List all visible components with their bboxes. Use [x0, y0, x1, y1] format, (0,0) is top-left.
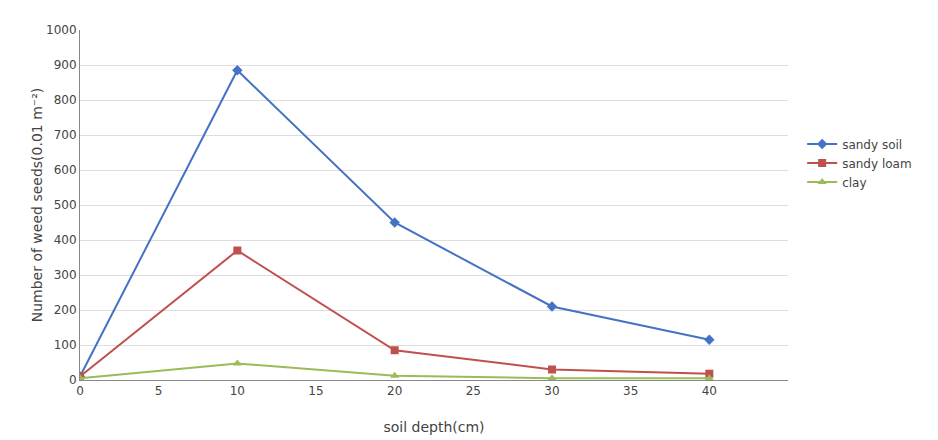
svg-text:clay: clay [842, 176, 866, 190]
svg-text:700: 700 [54, 128, 77, 142]
svg-text:300: 300 [54, 268, 77, 282]
svg-text:soil depth(cm): soil depth(cm) [383, 419, 484, 435]
svg-text:sandy soil: sandy soil [842, 138, 902, 152]
svg-text:1000: 1000 [46, 23, 77, 37]
svg-text:30: 30 [544, 384, 559, 398]
svg-text:500: 500 [54, 198, 77, 212]
svg-text:5: 5 [155, 384, 163, 398]
svg-text:sandy loam: sandy loam [842, 157, 911, 171]
svg-text:100: 100 [54, 338, 77, 352]
svg-text:25: 25 [466, 384, 481, 398]
svg-text:35: 35 [623, 384, 638, 398]
svg-text:40: 40 [702, 384, 717, 398]
svg-text:900: 900 [54, 58, 77, 72]
svg-text:200: 200 [54, 303, 77, 317]
svg-text:Number of weed seeds(0.01 m⁻²): Number of weed seeds(0.01 m⁻²) [29, 88, 45, 323]
svg-text:20: 20 [387, 384, 402, 398]
svg-text:0: 0 [76, 384, 84, 398]
svg-text:600: 600 [54, 163, 77, 177]
svg-text:0: 0 [69, 373, 77, 387]
svg-text:10: 10 [230, 384, 245, 398]
svg-text:15: 15 [308, 384, 323, 398]
svg-text:400: 400 [54, 233, 77, 247]
svg-text:800: 800 [54, 93, 77, 107]
